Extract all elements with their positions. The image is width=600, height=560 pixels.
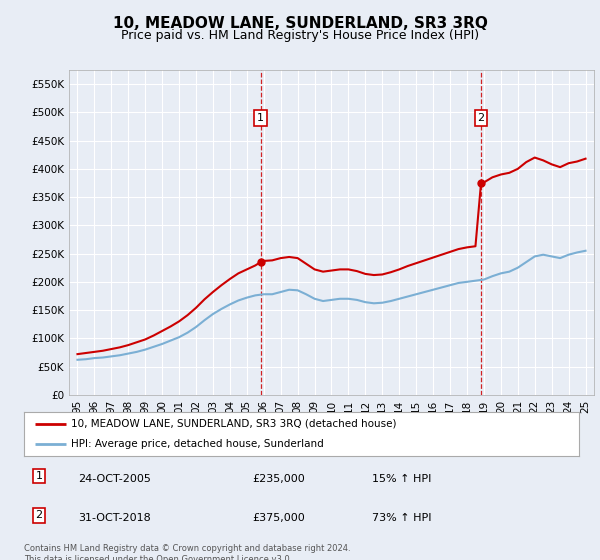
Text: 10, MEADOW LANE, SUNDERLAND, SR3 3RQ: 10, MEADOW LANE, SUNDERLAND, SR3 3RQ: [113, 16, 487, 31]
Text: 15% ↑ HPI: 15% ↑ HPI: [372, 474, 431, 484]
Text: 31-OCT-2018: 31-OCT-2018: [78, 513, 151, 523]
Text: Contains HM Land Registry data © Crown copyright and database right 2024.
This d: Contains HM Land Registry data © Crown c…: [24, 544, 350, 560]
Text: £375,000: £375,000: [252, 513, 305, 523]
Text: 1: 1: [35, 471, 43, 481]
Text: 73% ↑ HPI: 73% ↑ HPI: [372, 513, 431, 523]
Text: 24-OCT-2005: 24-OCT-2005: [78, 474, 151, 484]
Text: 10, MEADOW LANE, SUNDERLAND, SR3 3RQ (detached house): 10, MEADOW LANE, SUNDERLAND, SR3 3RQ (de…: [71, 419, 397, 429]
Text: 2: 2: [35, 510, 43, 520]
Text: HPI: Average price, detached house, Sunderland: HPI: Average price, detached house, Sund…: [71, 439, 324, 449]
Text: 1: 1: [257, 113, 264, 123]
Text: Price paid vs. HM Land Registry's House Price Index (HPI): Price paid vs. HM Land Registry's House …: [121, 29, 479, 42]
Text: 2: 2: [478, 113, 485, 123]
Text: £235,000: £235,000: [252, 474, 305, 484]
